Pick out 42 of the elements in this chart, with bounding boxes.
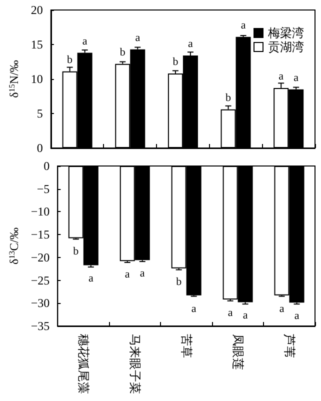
data-label: b [67, 54, 74, 66]
x-tick-label: 芦苇 [282, 334, 296, 358]
x-tick-label: 凤眼莲 [230, 334, 245, 370]
data-label: a [88, 272, 94, 285]
y-tick-label: −20 [30, 250, 50, 264]
data-label: a [228, 306, 233, 319]
data-label: a [242, 310, 248, 322]
data-label: a [140, 268, 145, 280]
data-label: a [135, 32, 140, 44]
y-tick-label: −30 [30, 296, 50, 310]
data-label: b [73, 246, 80, 258]
legend-label: 贡湖湾 [268, 40, 304, 54]
data-label: a [294, 310, 300, 322]
data-label: a [191, 302, 196, 315]
y-tick-label: −5 [36, 182, 50, 196]
y-tick-label: −25 [30, 273, 50, 288]
y-tick-label: 10 [30, 72, 43, 86]
legend-label: 梅梁湾 [267, 26, 304, 40]
y-axis-title: δ15N/‰ [7, 60, 21, 98]
y-tick-label: 0 [36, 141, 43, 155]
data-label: a [124, 268, 130, 281]
data-label: a [240, 19, 246, 32]
y-tick-label: 15 [30, 38, 43, 52]
x-tick-label: 马来眼子菜 [128, 334, 142, 394]
y-tick-label: −35 [30, 319, 50, 333]
data-label: a [279, 302, 284, 315]
y-tick-label: −15 [30, 228, 50, 242]
y-tick-label: 5 [36, 106, 43, 120]
data-label: a [82, 35, 88, 48]
y-axis-title: δ13C/‰ [7, 228, 21, 264]
data-label: b [172, 56, 179, 68]
data-label: b [226, 92, 232, 104]
y-tick-label: 20 [30, 3, 43, 17]
data-label: b [120, 46, 126, 58]
data-label: b [176, 276, 182, 288]
data-label: a [294, 72, 299, 84]
x-tick-label: 穗花狐尾藻 [76, 334, 90, 394]
y-tick-label: 0 [44, 159, 50, 173]
data-label: a [188, 38, 194, 50]
x-tick-label: 苦草 [179, 334, 194, 358]
data-label: a [278, 70, 284, 82]
y-tick-label: −10 [30, 204, 50, 219]
